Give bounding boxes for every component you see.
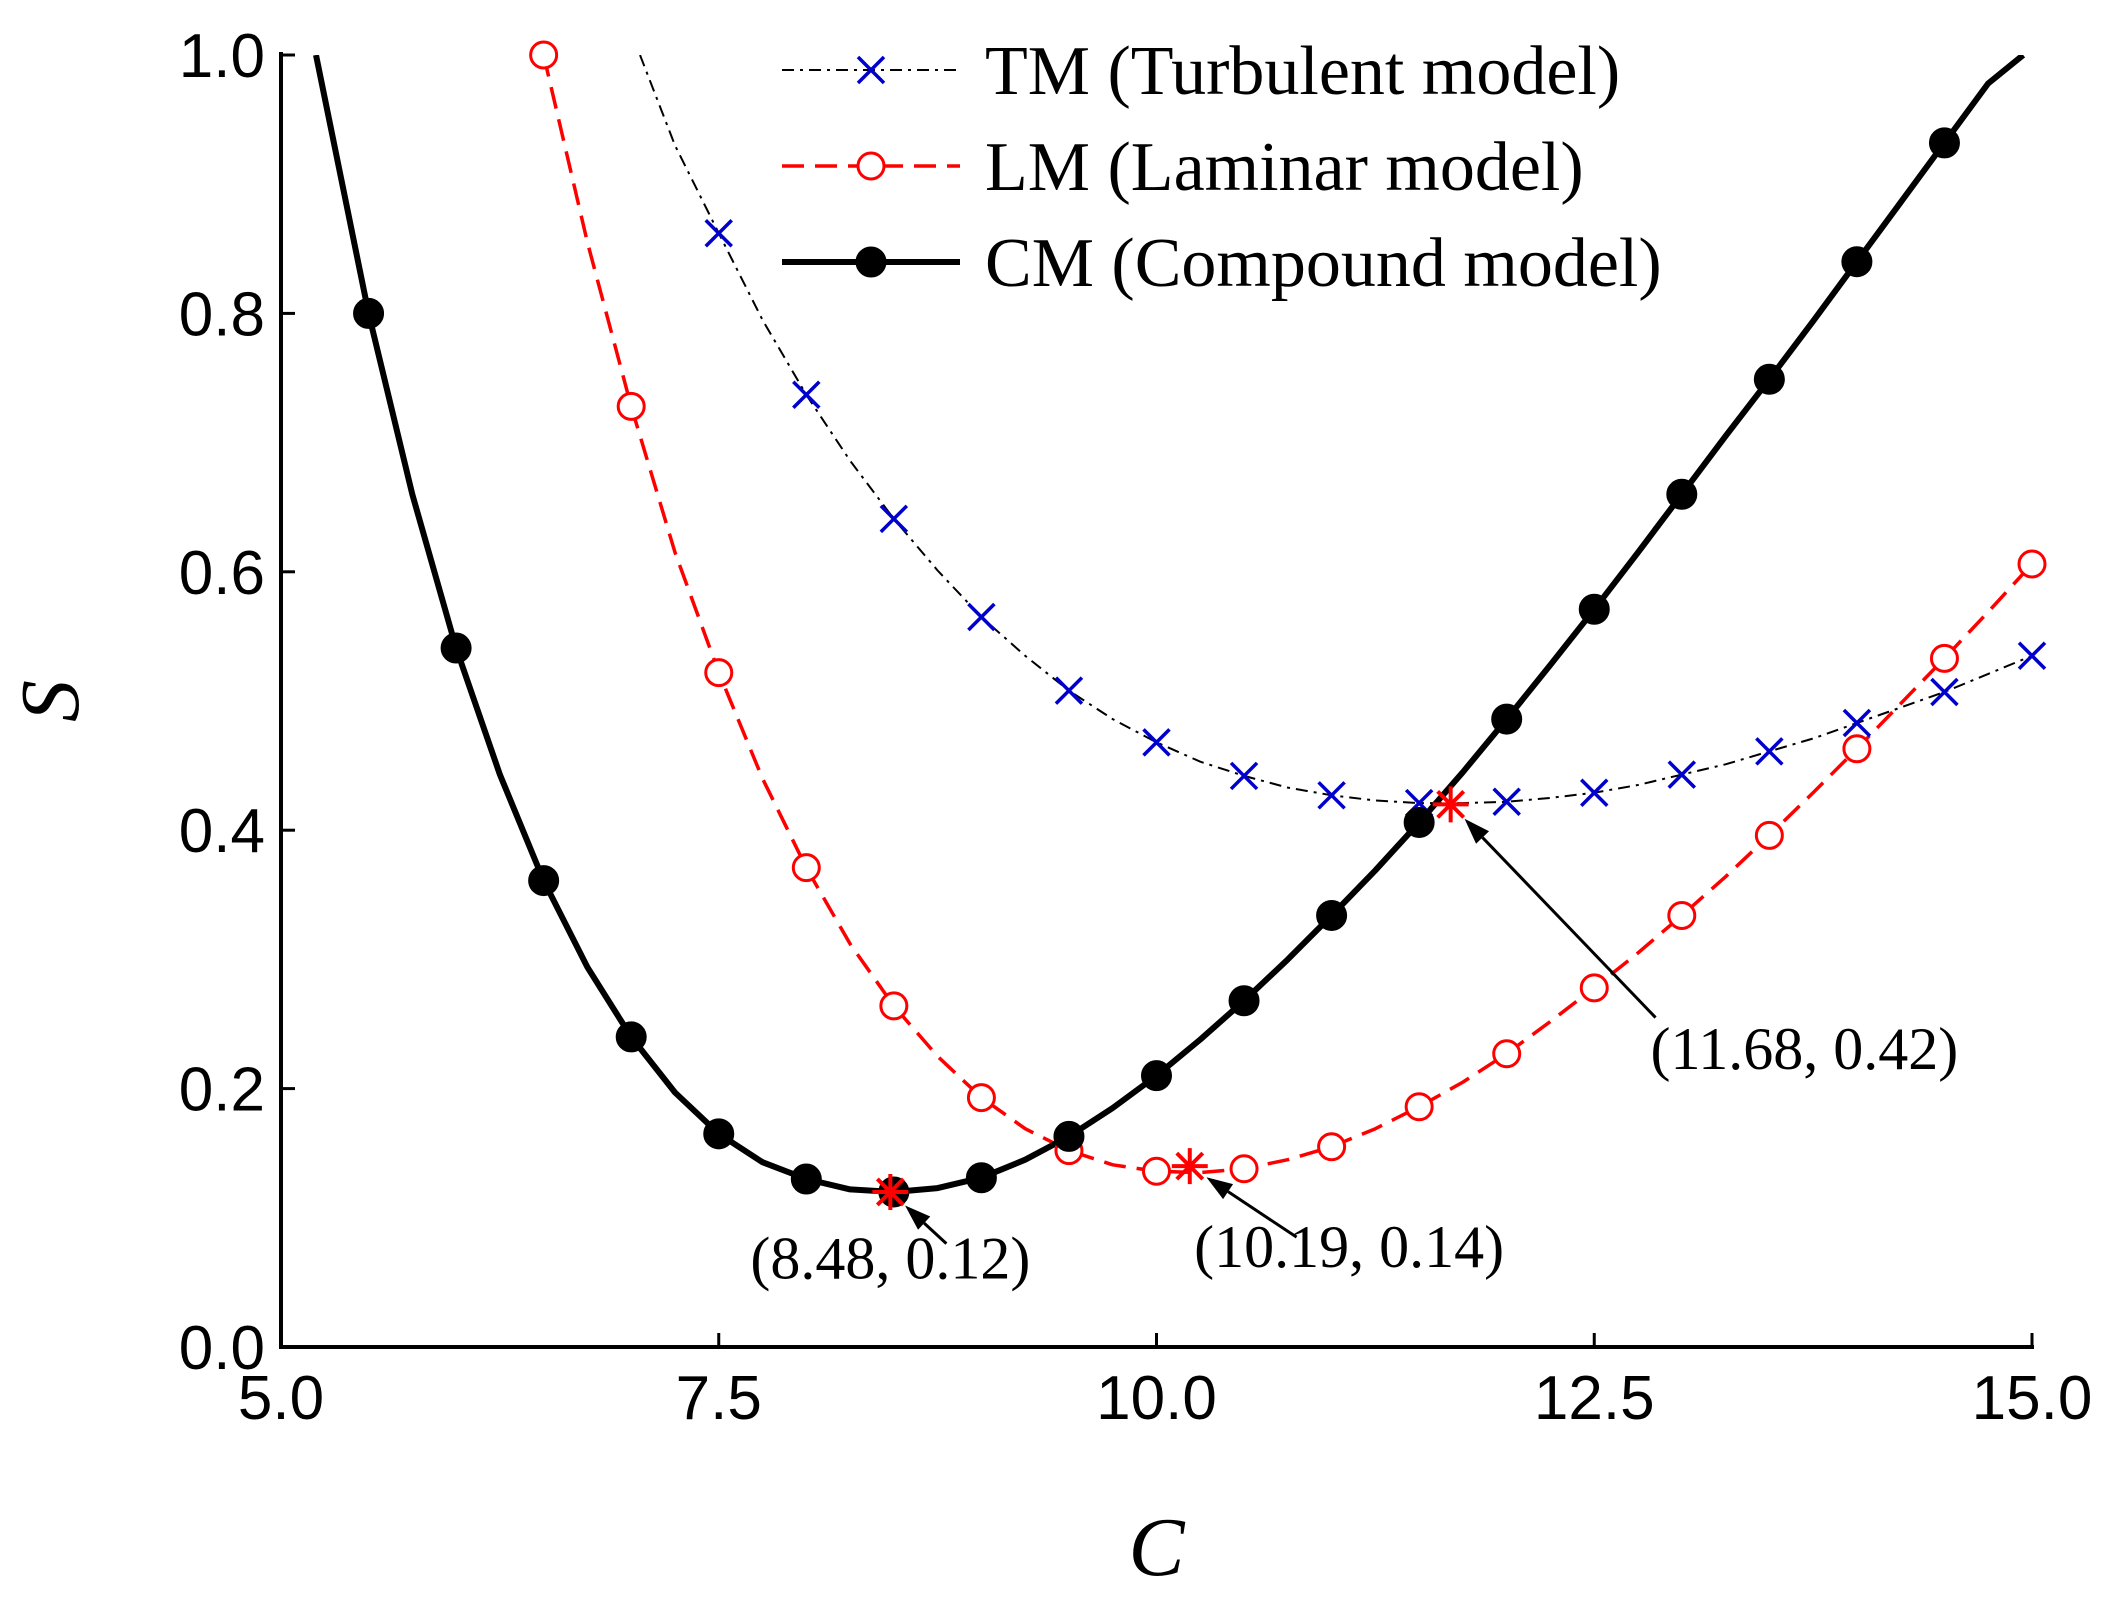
- data-point-s0-9: [1492, 787, 1521, 817]
- data-point-s0-5: [1142, 728, 1171, 757]
- data-point-s2-16: [1753, 363, 1785, 395]
- annotation-label-0: (8.48, 0.12): [750, 1226, 1030, 1292]
- data-point-s2-8: [1053, 1120, 1085, 1152]
- axes-layer: 5.0 7.5 10.0 12.5 15.0 0.0 0.2 0.4 0.6 0.8 1.0 C S: [4, 22, 2092, 1594]
- legend-label-0: TM (Turbulent model): [985, 33, 1620, 110]
- x-axis-title: C: [1128, 1501, 1185, 1594]
- annotation-label-2: (11.68, 0.42): [1651, 1016, 1959, 1082]
- annotation-arrow-line-1: [1227, 1190, 1298, 1239]
- data-point-s1-7: [1142, 1156, 1171, 1186]
- data-point-s1-16: [1929, 643, 1959, 673]
- y-tick-label-2: 0.4: [179, 797, 265, 866]
- annotation-arrowhead-2: [1464, 818, 1490, 844]
- data-point-s0-11: [1667, 760, 1697, 789]
- data-point-s1-12: [1579, 973, 1609, 1003]
- data-point-s0-1: [792, 380, 821, 410]
- annotation-label-1: (10.19, 0.14): [1194, 1214, 1504, 1280]
- y-tick-label-3: 0.6: [179, 539, 265, 608]
- data-point-s0-14: [1930, 677, 1959, 707]
- data-point-s2-15: [1666, 478, 1698, 510]
- annotation-arrow-line-0: [923, 1222, 948, 1245]
- x-tick-label-3: 12.5: [1534, 1364, 1655, 1433]
- data-point-s1-17: [2017, 549, 2047, 579]
- data-point-s2-3: [615, 1021, 647, 1053]
- data-point-s0-12: [1755, 737, 1784, 766]
- data-point-s2-17: [1841, 246, 1873, 278]
- data-point-s1-11: [1492, 1039, 1522, 1069]
- optimum-marker-1: [1171, 1148, 1208, 1185]
- x-tick-label-4: 15.0: [1972, 1364, 2093, 1433]
- data-point-s2-11: [1316, 899, 1348, 931]
- legend: TM (Turbulent model) LM (Laminar model) CM…: [782, 33, 1662, 302]
- series-line-1: [541, 55, 2032, 1175]
- data-point-s1-14: [1754, 820, 1784, 850]
- data-point-s1-10: [1404, 1092, 1434, 1122]
- data-point-s1-8: [1229, 1154, 1259, 1184]
- data-point-s1-4: [879, 991, 909, 1021]
- data-point-s2-5: [790, 1163, 822, 1195]
- data-point-s2-1: [440, 632, 472, 664]
- data-point-s0-4: [1054, 676, 1084, 705]
- data-point-s1-5: [966, 1083, 996, 1113]
- data-point-s1-9: [1317, 1132, 1347, 1162]
- optimum-marker-0: [872, 1173, 909, 1210]
- data-point-s2-0: [353, 297, 385, 329]
- legend-label-1: LM (Laminar model): [985, 129, 1584, 206]
- annotation-arrowhead-1: [1206, 1177, 1234, 1200]
- data-point-s1-1: [616, 391, 646, 421]
- y-tick-label-5: 1.0: [179, 22, 265, 91]
- annotation-layer: (8.48, 0.12) (10.19, 0.14) (11.68, 0.42): [750, 786, 1959, 1292]
- data-point-s2-14: [1578, 593, 1610, 625]
- optimum-marker-2: [1432, 786, 1469, 823]
- data-point-s0-13: [1842, 708, 1872, 738]
- data-point-s2-18: [1928, 127, 1960, 159]
- legend-label-2: CM (Compound model): [985, 225, 1662, 302]
- x-tick-label-2: 10.0: [1096, 1364, 1217, 1433]
- data-point-s2-7: [965, 1162, 997, 1194]
- data-point-s2-12: [1403, 806, 1435, 838]
- data-point-s2-10: [1228, 985, 1260, 1017]
- data-point-s0-15: [2017, 641, 2047, 671]
- data-point-s0-7: [1317, 781, 1346, 810]
- y-tick-label-1: 0.2: [179, 1056, 265, 1125]
- legend-marker-2: [855, 246, 887, 278]
- annotation-arrowhead-0: [905, 1205, 931, 1230]
- marker-layer: [353, 40, 2047, 1208]
- data-point-s2-2: [528, 865, 560, 897]
- y-tick-label-0: 0.0: [179, 1314, 265, 1383]
- data-point-s0-10: [1580, 778, 1609, 807]
- y-tick-label-4: 0.8: [179, 280, 265, 349]
- data-point-s0-2: [879, 504, 909, 534]
- data-point-s2-4: [703, 1118, 735, 1150]
- data-point-s2-9: [1141, 1060, 1172, 1092]
- annotation-arrow-line-2: [1481, 836, 1657, 1019]
- x-tick-label-0: 5.0: [238, 1364, 324, 1433]
- data-point-s1-15: [1842, 734, 1872, 764]
- legend-marker-1: [856, 151, 886, 181]
- data-point-s1-13: [1667, 900, 1697, 930]
- data-point-s1-2: [704, 658, 734, 688]
- data-point-s1-0: [529, 40, 559, 70]
- x-tick-label-1: 7.5: [676, 1364, 762, 1433]
- y-axis-title: S: [4, 680, 97, 722]
- data-point-s0-6: [1229, 761, 1259, 791]
- data-point-s1-3: [791, 853, 821, 883]
- data-point-s0-0: [704, 219, 733, 248]
- legend-marker-0: [856, 55, 886, 85]
- data-point-s2-13: [1491, 703, 1523, 735]
- data-point-s0-3: [967, 602, 996, 632]
